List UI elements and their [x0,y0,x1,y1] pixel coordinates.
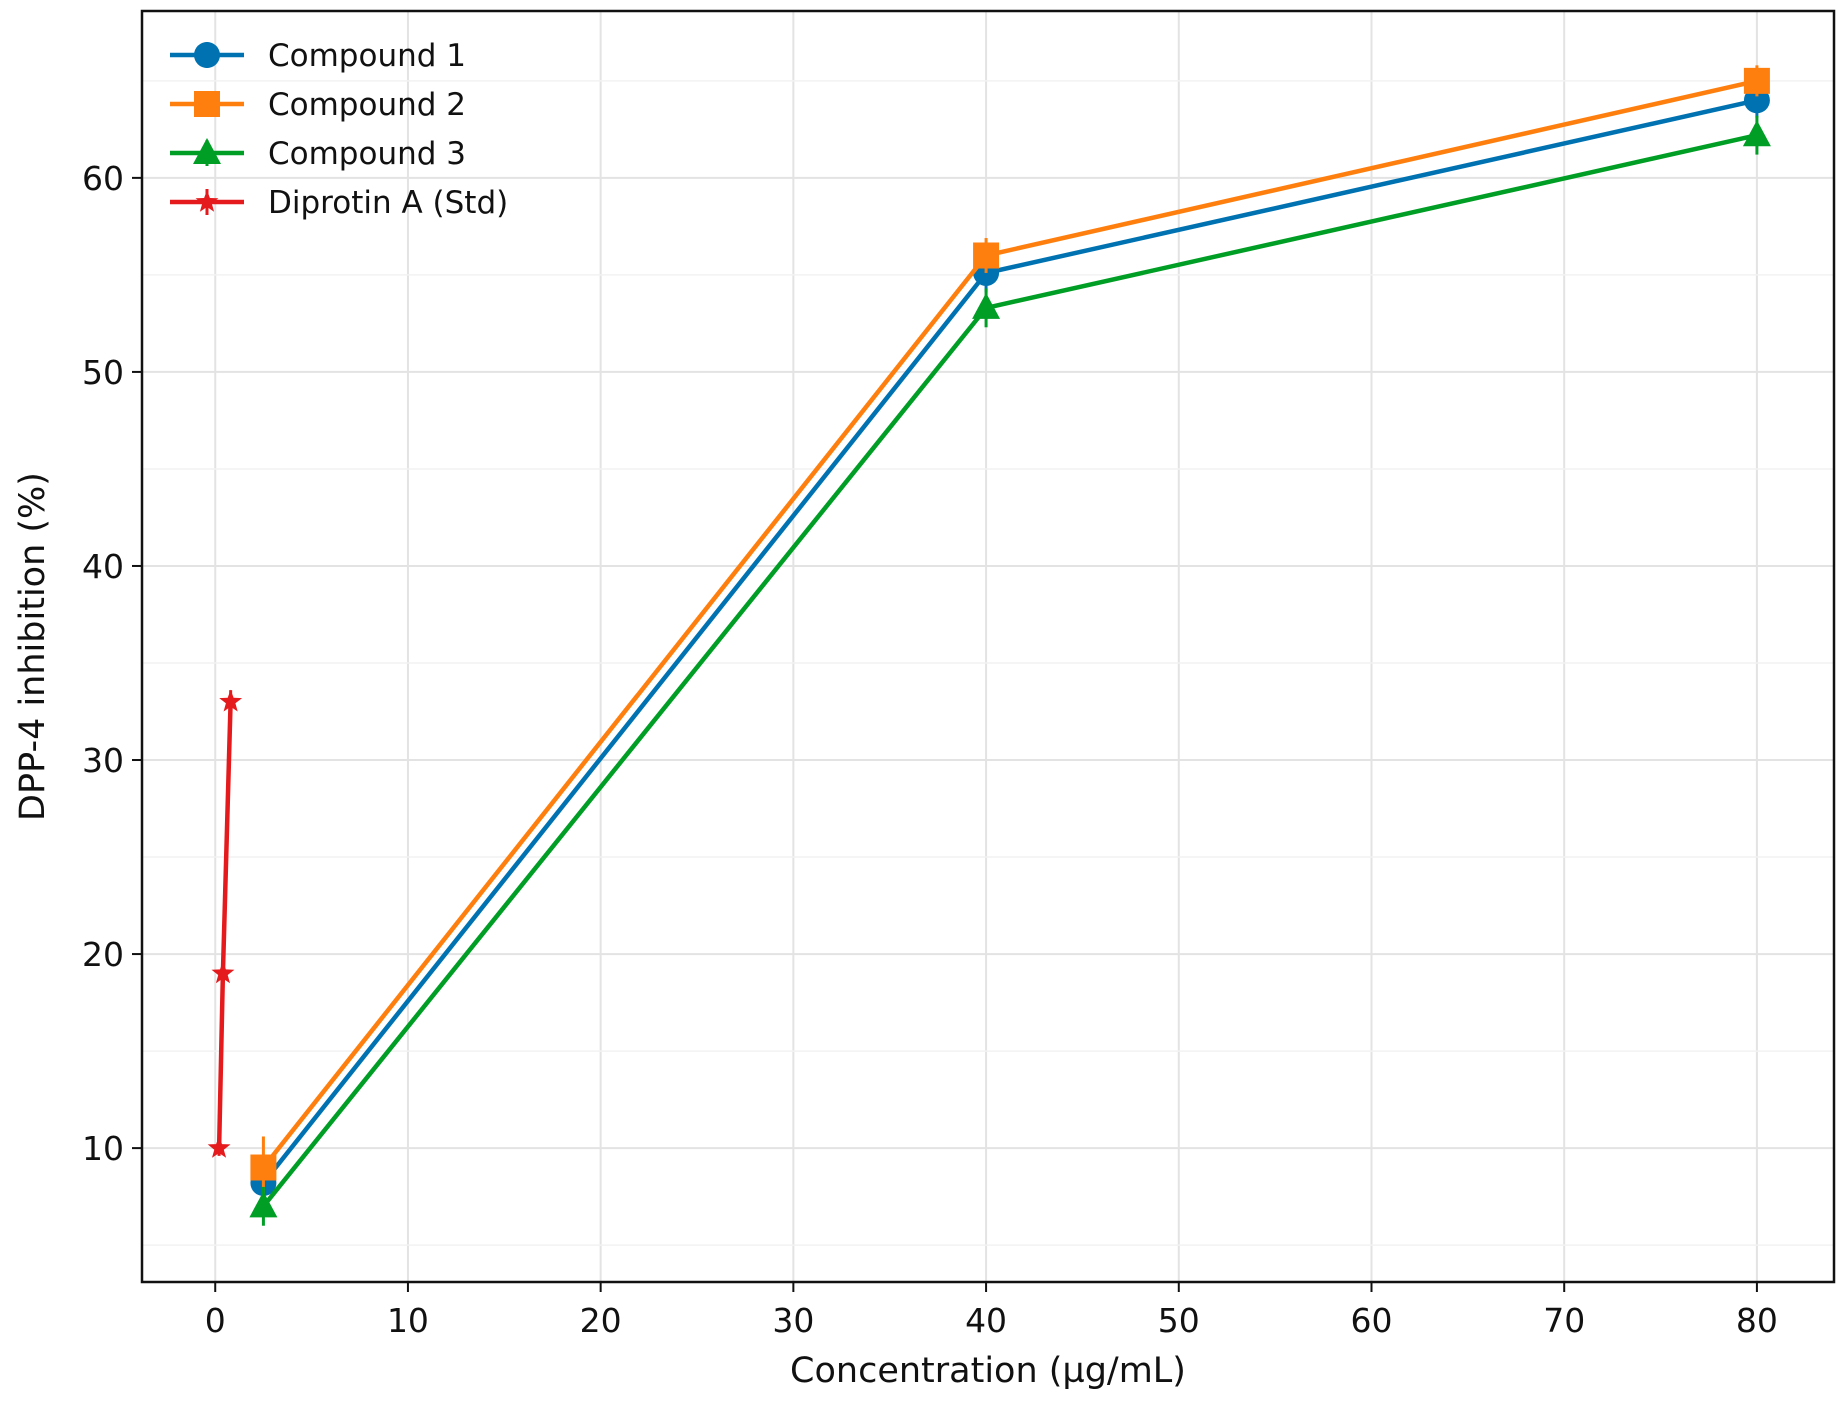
x-tick-label: 30 [772,1301,814,1340]
x-tick-label: 0 [205,1301,226,1340]
legend-marker [194,42,220,68]
legend-marker [193,138,221,164]
series-compound-2 [250,65,1770,1199]
legend: Compound 1 Compound 2 Compound 3 Diprotin A… [170,38,508,221]
x-axis-title: Concentration (µg/mL) [790,1351,1186,1391]
series-diprotin-a-std [207,689,243,1158]
x-tick-label: 50 [1158,1301,1200,1340]
y-tick-label: 10 [82,1129,124,1168]
plot-frame [140,9,1836,1284]
data-point [207,1136,231,1158]
legend-label: Diprotin A (Std) [268,185,508,221]
x-tick-label: 80 [1736,1301,1778,1340]
data-point [250,1154,277,1181]
legend-label: Compound 1 [268,38,466,74]
grid [142,11,1834,1282]
legend-entry: Compound 2 [170,87,466,123]
data-point [219,689,243,712]
y-tick-label: 40 [82,547,124,586]
x-tick-label: 10 [387,1301,429,1340]
legend-entry: Diprotin A (Std) [170,185,508,221]
legend-label: Compound 2 [268,87,466,123]
data-point [211,961,235,984]
x-tick-label: 40 [965,1301,1007,1340]
y-tick-label: 60 [82,159,124,198]
legend-entry: Compound 3 [170,136,466,172]
data-point [1742,120,1771,147]
x-tick-label: 60 [1350,1301,1392,1340]
y-axis-title: DPP-4 inhibition (%) [13,472,53,821]
legend-label: Compound 3 [268,136,466,172]
data-point [1743,67,1770,94]
y-tick-label: 20 [82,935,124,974]
legend-entry: Compound 1 [170,38,466,74]
y-tick-label: 30 [82,741,124,780]
ticks: 0 10 20 30 40 50 60 70 80 10 20 30 40 50 60 [82,159,1778,1340]
data-point [249,1191,278,1218]
legend-marker [195,190,219,212]
legend-marker [194,91,220,117]
series-line [261,78,1758,1169]
series-layer [207,65,1771,1226]
data-point [973,242,1000,269]
data-point [972,292,1001,319]
series-line [216,701,233,1149]
series-compound-3 [249,115,1771,1226]
x-tick-label: 70 [1543,1301,1585,1340]
series-line [261,133,1758,1208]
series-line [261,98,1758,1185]
y-tick-label: 50 [82,353,124,392]
x-tick-label: 20 [580,1301,622,1340]
